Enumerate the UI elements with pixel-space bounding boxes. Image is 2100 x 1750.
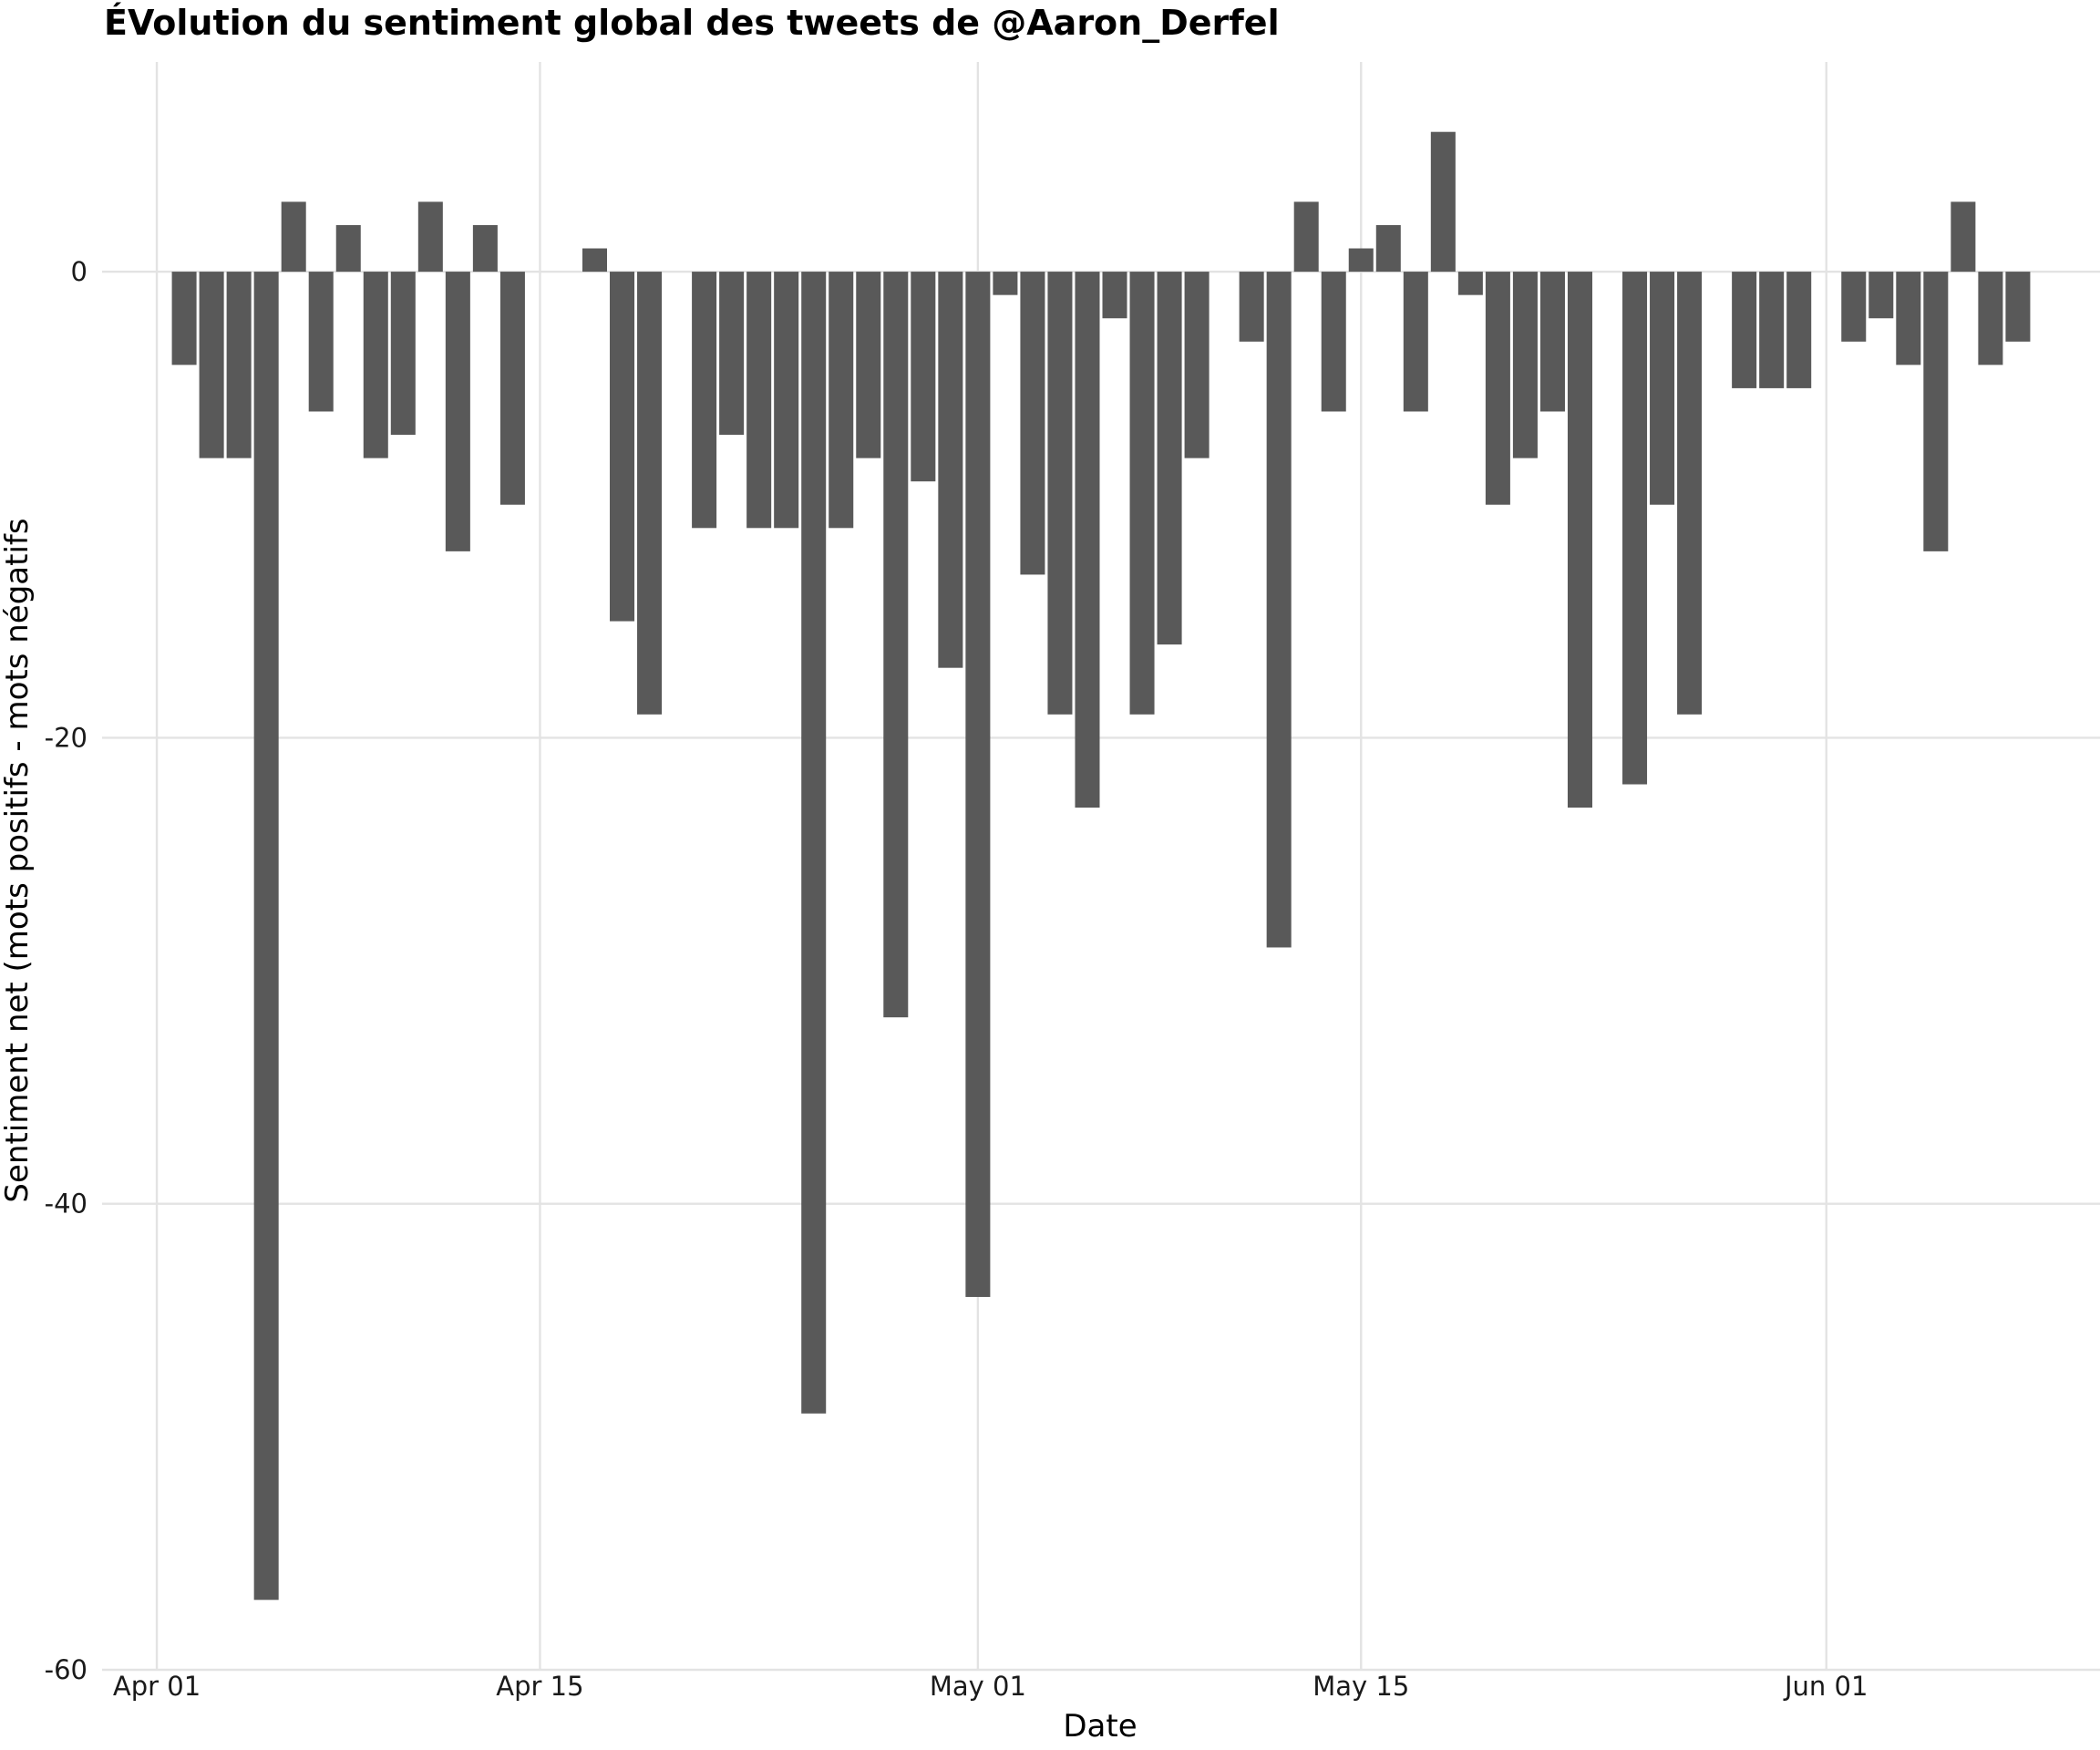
- bar: 2022-06-04: -4: [1896, 272, 1921, 365]
- bar: 2022-06-03: -2: [1868, 272, 1894, 319]
- bar: 2022-05-20: -10: [1485, 272, 1510, 505]
- bar: 2022-05-11: -3: [1239, 272, 1264, 342]
- bar: 2022-06-05: -12: [1923, 272, 1949, 551]
- bar: 2022-04-13: 2: [472, 224, 498, 273]
- bar: 2022-05-05: -23: [1075, 272, 1100, 808]
- bar: 2022-04-29: -9: [911, 272, 936, 482]
- bar: 2022-05-15: 1: [1348, 248, 1374, 273]
- bar: 2022-06-08: -3: [2005, 272, 2031, 342]
- bar: 2022-05-02: -1: [993, 272, 1018, 295]
- bar: 2022-04-07: -6: [308, 272, 334, 412]
- bar: 2022-05-09: -8: [1184, 272, 1210, 458]
- bar: 2022-05-04: -19: [1047, 272, 1073, 715]
- bar: 2022-04-30: -17: [938, 272, 963, 668]
- bar: 2022-05-29: -5: [1732, 272, 1757, 388]
- bar: 2022-05-23: -23: [1567, 272, 1592, 808]
- bar: 2022-04-09: -8: [363, 272, 388, 458]
- bar: 2022-05-30: -5: [1759, 272, 1785, 388]
- y-tick-label: -60: [45, 1654, 88, 1685]
- bar: 2022-05-14: -6: [1321, 272, 1346, 412]
- bar: 2022-05-16: 2: [1375, 224, 1401, 273]
- bar: 2022-04-19: -19: [637, 272, 663, 715]
- bar: 2022-05-06: -2: [1102, 272, 1127, 319]
- bar: 2022-04-02: -4: [171, 272, 197, 365]
- y-tick-label: 0: [71, 256, 88, 287]
- x-tick-label: May 01: [930, 1671, 1026, 1702]
- bar: 2022-04-05: -57: [253, 272, 279, 1601]
- bar: 2022-04-14: -10: [499, 272, 525, 505]
- bar: 2022-06-06: 3: [1951, 201, 1976, 273]
- bar: 2022-05-08: -16: [1157, 272, 1182, 645]
- bar: 2022-04-06: 3: [281, 201, 306, 273]
- bar: 2022-05-19: -1: [1457, 272, 1483, 295]
- y-axis: 0 -20 -40 -60: [45, 256, 88, 1685]
- bar: 2022-04-03: -8: [199, 272, 224, 458]
- bar: 2022-05-26: -10: [1650, 272, 1675, 505]
- bar: 2022-04-08: 2: [335, 224, 361, 273]
- bar: 2022-04-17: 1: [582, 248, 608, 273]
- bar: 2022-05-18: 6: [1430, 131, 1456, 273]
- bar: 2022-05-13: 3: [1293, 201, 1319, 273]
- bar: 2022-04-28: -32: [883, 272, 909, 1018]
- bar: 2022-04-23: -11: [746, 272, 772, 529]
- bar: 2022-05-12: -29: [1266, 272, 1292, 948]
- y-tick-label: -20: [45, 722, 88, 753]
- bar: 2022-06-07: -4: [1978, 272, 2003, 365]
- chart-title: ÉVolution du sentiment global des tweets…: [104, 3, 1280, 43]
- bars: 2022-04-02: -42022-04-03: -82022-04-04: …: [171, 131, 2031, 1601]
- bar: 2022-05-01: -44: [965, 272, 991, 1297]
- y-tick-label: -40: [45, 1189, 88, 1220]
- bar: 2022-04-26: -11: [829, 272, 854, 529]
- bar: 2022-04-24: -11: [774, 272, 799, 529]
- bar: 2022-04-04: -8: [226, 272, 252, 458]
- bar: 2022-05-03: -13: [1020, 272, 1045, 575]
- bar: 2022-04-11: 3: [417, 201, 443, 273]
- x-axis-title: Date: [1063, 1708, 1137, 1745]
- bar: 2022-05-07: -19: [1129, 272, 1155, 715]
- bar: 2022-04-12: -12: [445, 272, 470, 551]
- bar: 2022-06-02: -3: [1841, 272, 1867, 342]
- bar: 2022-04-10: -7: [390, 272, 416, 436]
- bar: 2022-04-27: -8: [856, 272, 881, 458]
- x-axis: Apr 01 Apr 15 May 01 May 15 Jun 01: [113, 1671, 1868, 1702]
- bar: 2022-05-27: -19: [1677, 272, 1703, 715]
- x-tick-label: Apr 15: [496, 1671, 583, 1702]
- bar: 2022-05-17: -6: [1403, 272, 1428, 412]
- bar: 2022-05-22: -6: [1539, 272, 1565, 412]
- bar: 2022-04-22: -7: [719, 272, 745, 436]
- y-axis-title: Sentiment net (mots positifs - mots néga…: [0, 518, 36, 1202]
- x-tick-label: May 15: [1312, 1671, 1409, 1702]
- bar: 2022-04-21: -11: [692, 272, 717, 529]
- bar: 2022-04-25: -49: [801, 272, 827, 1414]
- bar: 2022-05-25: -22: [1622, 272, 1648, 785]
- bar: 2022-05-31: -5: [1786, 272, 1812, 388]
- x-tick-label: Apr 01: [113, 1671, 201, 1702]
- x-tick-label: Jun 01: [1783, 1671, 1868, 1702]
- bar: 2022-04-18: -15: [610, 272, 635, 622]
- bar: 2022-05-21: -8: [1512, 272, 1538, 458]
